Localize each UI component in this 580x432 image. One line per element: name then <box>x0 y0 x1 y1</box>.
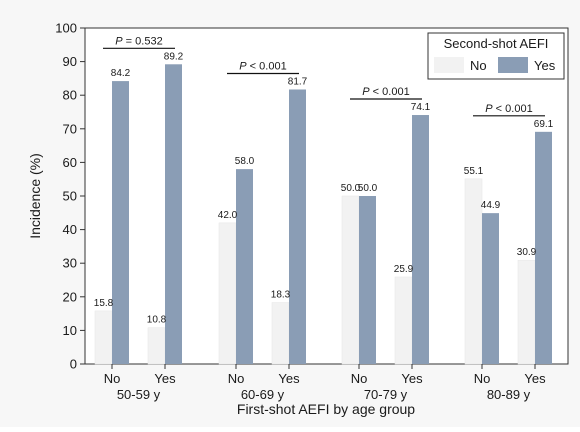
y-tick-label: 50 <box>63 189 77 204</box>
data-label: 42.0 <box>218 210 238 221</box>
p-value-label: P < 0.001 <box>362 86 409 98</box>
bar-yes <box>412 115 429 364</box>
y-tick-label: 0 <box>70 357 77 372</box>
bar-no <box>94 310 113 365</box>
bar-no <box>341 195 360 365</box>
x-axis-title: First-shot AEFI by age group <box>237 401 415 417</box>
data-label: 50.0 <box>341 183 361 194</box>
data-label: 84.2 <box>111 68 131 79</box>
bar-no <box>218 222 237 365</box>
group-label: 80-89 y <box>487 387 531 402</box>
data-label: 25.9 <box>394 264 414 275</box>
legend-label-no: No <box>470 58 487 73</box>
bar-no <box>394 276 413 365</box>
bar-yes <box>359 196 376 364</box>
legend-title: Second-shot AEFI <box>444 36 549 51</box>
group-label: 60-69 y <box>241 387 285 402</box>
bar-yes <box>236 169 253 364</box>
p-value-label: P < 0.001 <box>239 60 286 72</box>
p-value-label: P < 0.001 <box>485 103 532 115</box>
x-tick-label: Yes <box>154 371 176 386</box>
x-tick-label: No <box>104 371 121 386</box>
bar-yes <box>482 213 499 364</box>
y-tick-label: 80 <box>63 88 77 103</box>
data-label: 89.2 <box>164 51 184 62</box>
x-tick-label: No <box>228 371 245 386</box>
group-label: 50-59 y <box>117 387 161 402</box>
legend-swatch-yes <box>498 57 528 73</box>
y-tick-label: 10 <box>63 323 77 338</box>
data-label: 50.0 <box>358 183 378 194</box>
y-tick-label: 90 <box>63 54 77 69</box>
x-tick-label: Yes <box>524 371 546 386</box>
data-label: 18.3 <box>271 290 291 301</box>
data-label: 15.8 <box>94 298 114 309</box>
x-tick-label: Yes <box>278 371 300 386</box>
data-label: 10.8 <box>147 315 167 326</box>
y-tick-label: 40 <box>63 222 77 237</box>
group-label: 70-79 y <box>364 387 408 402</box>
bar-no <box>271 302 290 365</box>
y-tick-label: 60 <box>63 155 77 170</box>
data-label: 55.1 <box>464 166 484 177</box>
bar-no <box>147 327 166 365</box>
legend-label-yes: Yes <box>534 58 556 73</box>
data-label: 58.0 <box>235 156 255 167</box>
legend-swatch-no <box>434 57 464 73</box>
data-label: 30.9 <box>517 247 537 258</box>
p-value-label: P = 0.532 <box>115 35 162 47</box>
bar-yes <box>289 89 306 364</box>
data-label: 69.1 <box>534 119 554 130</box>
data-label: 44.9 <box>481 200 501 211</box>
x-tick-label: No <box>351 371 368 386</box>
y-tick-label: 20 <box>63 289 77 304</box>
data-label: 81.7 <box>288 76 308 87</box>
bar-yes <box>535 131 552 364</box>
bar-no <box>464 178 483 365</box>
y-tick-label: 70 <box>63 121 77 136</box>
x-tick-label: No <box>474 371 491 386</box>
y-axis-title: Incidence (%) <box>27 153 43 239</box>
bar-no <box>517 259 536 365</box>
y-tick-label: 30 <box>63 256 77 271</box>
y-tick-label: 100 <box>55 21 77 36</box>
bar-yes <box>112 81 129 364</box>
bar-yes <box>165 64 182 365</box>
data-label: 74.1 <box>411 102 431 113</box>
x-tick-label: Yes <box>401 371 423 386</box>
